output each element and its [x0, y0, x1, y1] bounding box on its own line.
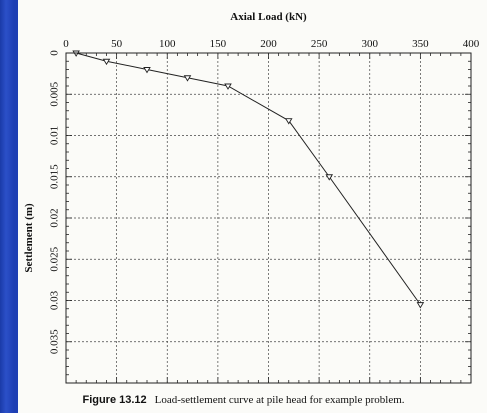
data-point-marker	[143, 67, 151, 74]
y-tick-label: 0.035	[49, 329, 61, 354]
data-point-marker	[416, 302, 425, 309]
x-tick-label: 0	[63, 38, 69, 50]
caption-text: Load-settlement curve at pile head for e…	[154, 394, 405, 406]
plot-border	[65, 52, 472, 384]
y-tick-label: 0.025	[49, 246, 61, 271]
y-tick-label: 0.005	[49, 81, 61, 106]
grid-lines	[66, 53, 471, 383]
y-tick-label: 0.015	[49, 164, 61, 189]
data-point-marker	[102, 58, 111, 66]
figure-caption: Figure 13.12 Load-settlement curve at pil…	[0, 394, 487, 406]
x-tick-label: 250	[311, 38, 328, 50]
data-point-marker	[224, 83, 232, 90]
x-tick-label: 300	[362, 38, 379, 50]
y-axis-title: Settlement (m)	[23, 203, 35, 273]
x-tick-label: 400	[463, 38, 480, 50]
x-tick-label: 100	[159, 38, 176, 50]
x-tick-label: 200	[260, 38, 277, 50]
data-point-marker	[325, 174, 334, 181]
x-tick-label: 350	[412, 38, 429, 50]
y-tick-label: 0.03	[49, 290, 61, 310]
x-tick-label: 150	[210, 38, 227, 50]
data-point-marker	[284, 118, 293, 125]
x-axis-title: Axial Load (kN)	[230, 11, 307, 23]
series-layer	[72, 50, 425, 309]
tick-labels: 0 50 100 150 200 250 300 350 400 0 0.005 0.01 0.015 0…	[49, 38, 480, 354]
y-tick-label: 0.01	[49, 126, 61, 145]
data-point-marker	[183, 75, 192, 82]
y-tick-label: 0.02	[49, 208, 61, 227]
figure-page	[18, 0, 487, 413]
y-tick-label: 0	[49, 50, 61, 56]
series-line	[75, 52, 421, 305]
x-tick-label: 50	[111, 38, 123, 50]
caption-label: Figure 13.12	[82, 394, 147, 406]
